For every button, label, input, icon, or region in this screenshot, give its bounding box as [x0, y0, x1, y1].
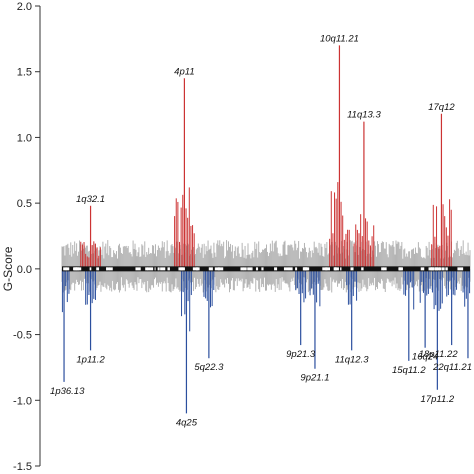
chromosome-band-gap: [192, 267, 199, 271]
chromosome-band-gap: [243, 267, 247, 271]
chromosome-band-gap: [381, 267, 385, 271]
y-tick-label: 0.0: [17, 264, 32, 276]
chromosome-band-gap: [75, 267, 82, 271]
deletion-peak-label: 17p11.2: [421, 394, 455, 405]
deletion-peak-label: 9p21.3: [286, 349, 316, 360]
chromosome-band: [62, 266, 470, 272]
chromosome-band-gap: [96, 267, 100, 271]
chromosome-band-gap: [420, 267, 425, 271]
deletion-peak-label: 1p11.2: [76, 354, 105, 365]
chromosome-band-gap: [247, 267, 252, 271]
deletion-peak-label: 9p21.1: [300, 373, 329, 384]
chromosome-band-gap: [145, 267, 149, 271]
amplification-peak-label: 1q32.1: [76, 194, 105, 205]
chromosome-band-gap: [438, 267, 442, 271]
deletion-peak-label: 4q25: [176, 417, 198, 428]
amplification-peak-label: 4p11: [174, 66, 194, 77]
chromosome-band-gap: [340, 267, 342, 271]
chromosome-band-gap: [196, 267, 200, 271]
chromosome-band-gap: [147, 267, 154, 271]
chromosome-band-bar: [62, 266, 470, 272]
chromosome-band-gap: [274, 267, 278, 271]
chromosome-band-gap: [65, 267, 70, 271]
deletion-peak-label: 18p11.22: [419, 349, 459, 360]
chromosome-band-gap: [428, 267, 432, 271]
y-tick-label: -1.0: [13, 395, 32, 407]
y-tick-label: -1.5: [13, 461, 32, 473]
chromosome-band-gap: [109, 267, 113, 271]
chromosome-band-gap: [261, 267, 264, 271]
chromosome-band-gap: [434, 267, 439, 271]
chromosome-band-gap: [322, 267, 328, 271]
deletion-peak-label: 15q11.2: [392, 365, 426, 376]
chromosome-band-gap: [445, 267, 448, 271]
chromosome-band-gap: [167, 267, 170, 271]
deletion-peak-label: 11q12.3: [335, 354, 369, 365]
y-tick-label: 2.0: [17, 1, 32, 13]
chromosome-band-gap: [157, 267, 160, 271]
chromosome-band-gap: [214, 267, 220, 271]
chromosome-band-gap: [325, 267, 331, 271]
amplification-peak-label: 10q11.21: [320, 33, 359, 44]
chromosome-band-gap: [398, 267, 403, 271]
chromosome-band-gap: [333, 267, 335, 271]
chromosome-band-gap: [457, 267, 464, 271]
chromosome-band-gap: [430, 267, 435, 271]
amplification-peak-label: 17q12: [428, 102, 455, 113]
chromosome-band-gap: [255, 267, 259, 271]
chromosome-band-gap: [160, 267, 166, 271]
chromosome-band-gap: [180, 267, 185, 271]
y-tick-label: 0.5: [17, 198, 32, 210]
chromosome-band-gap: [442, 267, 445, 271]
deletion-peak-label: 1p36.13: [50, 386, 85, 397]
chromosome-band-gap: [240, 267, 244, 271]
chromosome-band-gap: [361, 267, 364, 271]
chromosome-band-gap: [283, 267, 290, 271]
amplification-bars: [80, 45, 452, 269]
peak-labels: 1q32.1 4p11 10q11.21 11q13.3 17q12 1p11.2 1p36…: [50, 33, 472, 428]
chromosome-band-gap: [135, 267, 141, 271]
chromosome-band-gap: [251, 267, 253, 271]
chromosome-band-gap: [63, 267, 67, 271]
chromosome-band-gap: [106, 267, 110, 271]
y-tick-label: -0.5: [13, 330, 32, 342]
chromosome-band-gap: [106, 267, 108, 271]
chromosome-band-gap: [89, 267, 92, 271]
chromosome-band-gap: [288, 267, 293, 271]
chromosome-band-gap: [154, 267, 156, 271]
chromosome-band-gap: [295, 267, 298, 271]
chromosome-band-gap: [217, 267, 224, 271]
y-axis: 2.0 1.5 1.0 0.5 0.0 -0.5 -1.0 -1.5: [13, 1, 41, 473]
chromosome-band-gap: [383, 267, 387, 271]
chromosome-band-gap: [335, 267, 339, 271]
amplification-peak-label: 11q13.3: [347, 110, 381, 121]
deletion-peak-label: 5q22.3: [194, 362, 224, 373]
y-axis-title: G-Score: [1, 246, 15, 291]
chromosome-band-gap: [303, 267, 310, 271]
y-tick-label: 1.0: [17, 132, 32, 144]
deletion-bars: [61, 268, 471, 414]
deletion-peak-label: 22q11.21: [432, 362, 472, 373]
chromosome-band-gap: [350, 267, 354, 271]
deletion-peak-label: 16q24: [412, 352, 438, 363]
chromosome-band-gap: [334, 267, 337, 271]
chromosome-band-gap: [208, 267, 213, 271]
y-tick-label: 1.5: [17, 67, 32, 79]
